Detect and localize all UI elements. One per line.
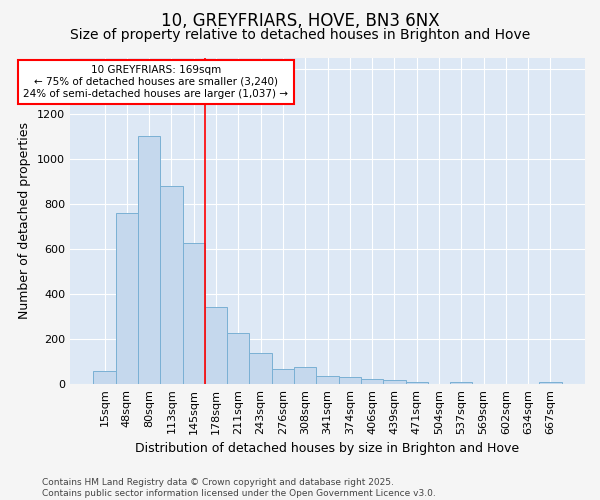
Text: 10 GREYFRIARS: 169sqm
← 75% of detached houses are smaller (3,240)
24% of semi-d: 10 GREYFRIARS: 169sqm ← 75% of detached … <box>23 66 289 98</box>
Text: Size of property relative to detached houses in Brighton and Hove: Size of property relative to detached ho… <box>70 28 530 42</box>
Text: Contains HM Land Registry data © Crown copyright and database right 2025.
Contai: Contains HM Land Registry data © Crown c… <box>42 478 436 498</box>
Bar <box>383 380 406 384</box>
X-axis label: Distribution of detached houses by size in Brighton and Hove: Distribution of detached houses by size … <box>136 442 520 455</box>
Bar <box>406 382 428 384</box>
Bar <box>338 377 361 384</box>
Text: 10, GREYFRIARS, HOVE, BN3 6NX: 10, GREYFRIARS, HOVE, BN3 6NX <box>161 12 439 30</box>
Bar <box>539 382 562 384</box>
Bar <box>205 308 227 384</box>
Bar <box>450 382 472 384</box>
Bar <box>182 243 205 384</box>
Bar <box>116 213 138 384</box>
Bar <box>294 367 316 384</box>
Bar <box>227 333 250 384</box>
Bar <box>94 372 116 384</box>
Bar <box>138 136 160 384</box>
Bar <box>250 354 272 384</box>
Y-axis label: Number of detached properties: Number of detached properties <box>19 122 31 319</box>
Bar <box>272 369 294 384</box>
Bar <box>160 186 182 384</box>
Bar <box>361 379 383 384</box>
Bar <box>316 376 338 384</box>
